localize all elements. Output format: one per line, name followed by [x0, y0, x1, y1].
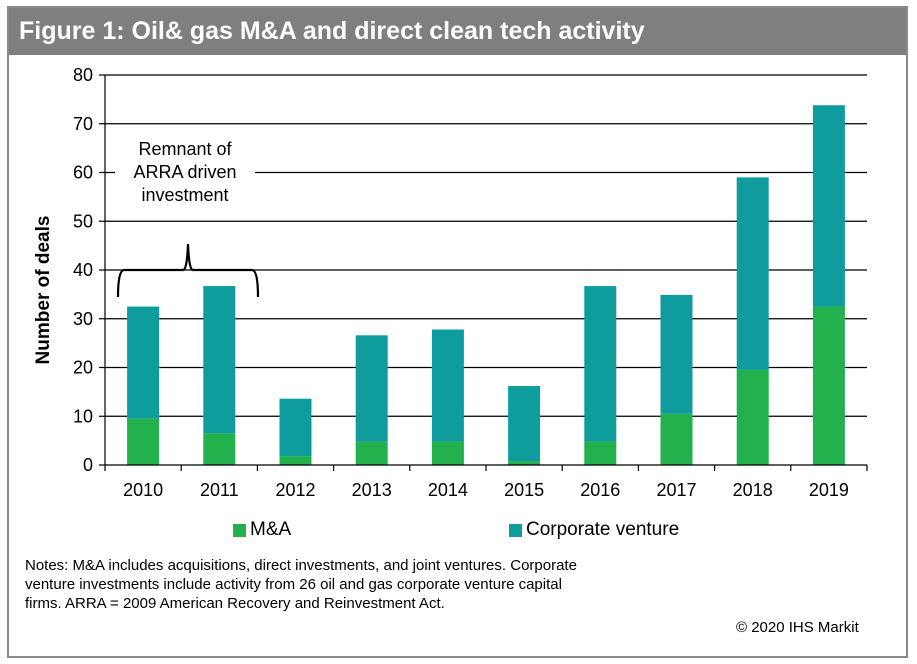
bars	[127, 105, 845, 465]
x-tick-label: 2010	[123, 480, 163, 500]
y-tick-label: 0	[83, 455, 93, 475]
bar-ma-2013	[355, 441, 388, 465]
bar-ma-2015	[508, 461, 541, 465]
bar-corporate-venture-2014	[431, 329, 464, 442]
bar-corporate-venture-2015	[508, 386, 541, 462]
bar-ma-2014	[431, 441, 464, 465]
x-tick-label: 2011	[200, 480, 239, 500]
annotation-brace	[116, 243, 260, 298]
legend-swatch-ma	[233, 523, 246, 537]
y-tick-label: 20	[73, 358, 93, 378]
bar-corporate-venture-2013	[355, 335, 388, 442]
legend-swatch-corporate-venture	[509, 523, 522, 537]
x-tick-label: 2019	[809, 480, 849, 500]
y-tick-label: 50	[73, 211, 93, 231]
y-tick-label: 30	[73, 309, 93, 329]
bar-ma-2018	[736, 369, 769, 465]
x-tick-label: 2016	[580, 480, 620, 500]
bar-corporate-venture-2016	[584, 286, 617, 442]
legend-item-ma: M&A	[233, 519, 291, 541]
x-tick-label: 2017	[656, 480, 696, 500]
bar-corporate-venture-2012	[279, 398, 312, 457]
notes-text: Notes: M&A includes acquisitions, direct…	[25, 557, 577, 612]
bar-ma-2016	[584, 441, 617, 465]
y-tick-label: 80	[73, 65, 93, 85]
bar-ma-2010	[127, 418, 160, 465]
x-tick-label: 2014	[428, 480, 468, 500]
bar-ma-2011	[203, 433, 236, 465]
copyright-text: © 2020 IHS Markit	[736, 619, 859, 636]
x-tick-label: 2013	[352, 480, 392, 500]
bar-ma-2012	[279, 456, 312, 465]
bar-corporate-venture-2018	[736, 177, 769, 370]
legend-item-corporate-venture: Corporate venture	[509, 519, 679, 541]
legend-label-ma: M&A	[250, 519, 292, 540]
y-tick-label: 10	[73, 406, 93, 426]
bar-ma-2019	[812, 306, 845, 465]
x-tick-label: 2012	[275, 480, 315, 500]
x-tick-label: 2018	[733, 480, 773, 500]
tick-labels: 0 10 20 30 40 50 60 70 80 2010 2011 2012 2013 2014 201…	[73, 65, 849, 500]
bar-corporate-venture-2011	[203, 286, 236, 434]
y-axis-label: Number of deals	[33, 216, 54, 365]
axes	[99, 74, 868, 471]
annotation-text: Remnant of ARRA driven investment	[115, 138, 255, 207]
figure-title: Figure 1: Oil& gas M&A and direct clean …	[9, 8, 906, 55]
bar-corporate-venture-2010	[127, 306, 160, 419]
y-tick-label: 70	[73, 114, 93, 134]
legend-label-corporate-venture: Corporate venture	[526, 519, 680, 540]
bar-corporate-venture-2019	[812, 105, 845, 307]
x-tick-label: 2015	[504, 480, 544, 500]
y-tick-label: 40	[73, 260, 93, 280]
y-tick-label: 60	[73, 163, 93, 183]
bar-ma-2017	[660, 413, 693, 465]
bar-corporate-venture-2017	[660, 294, 693, 414]
